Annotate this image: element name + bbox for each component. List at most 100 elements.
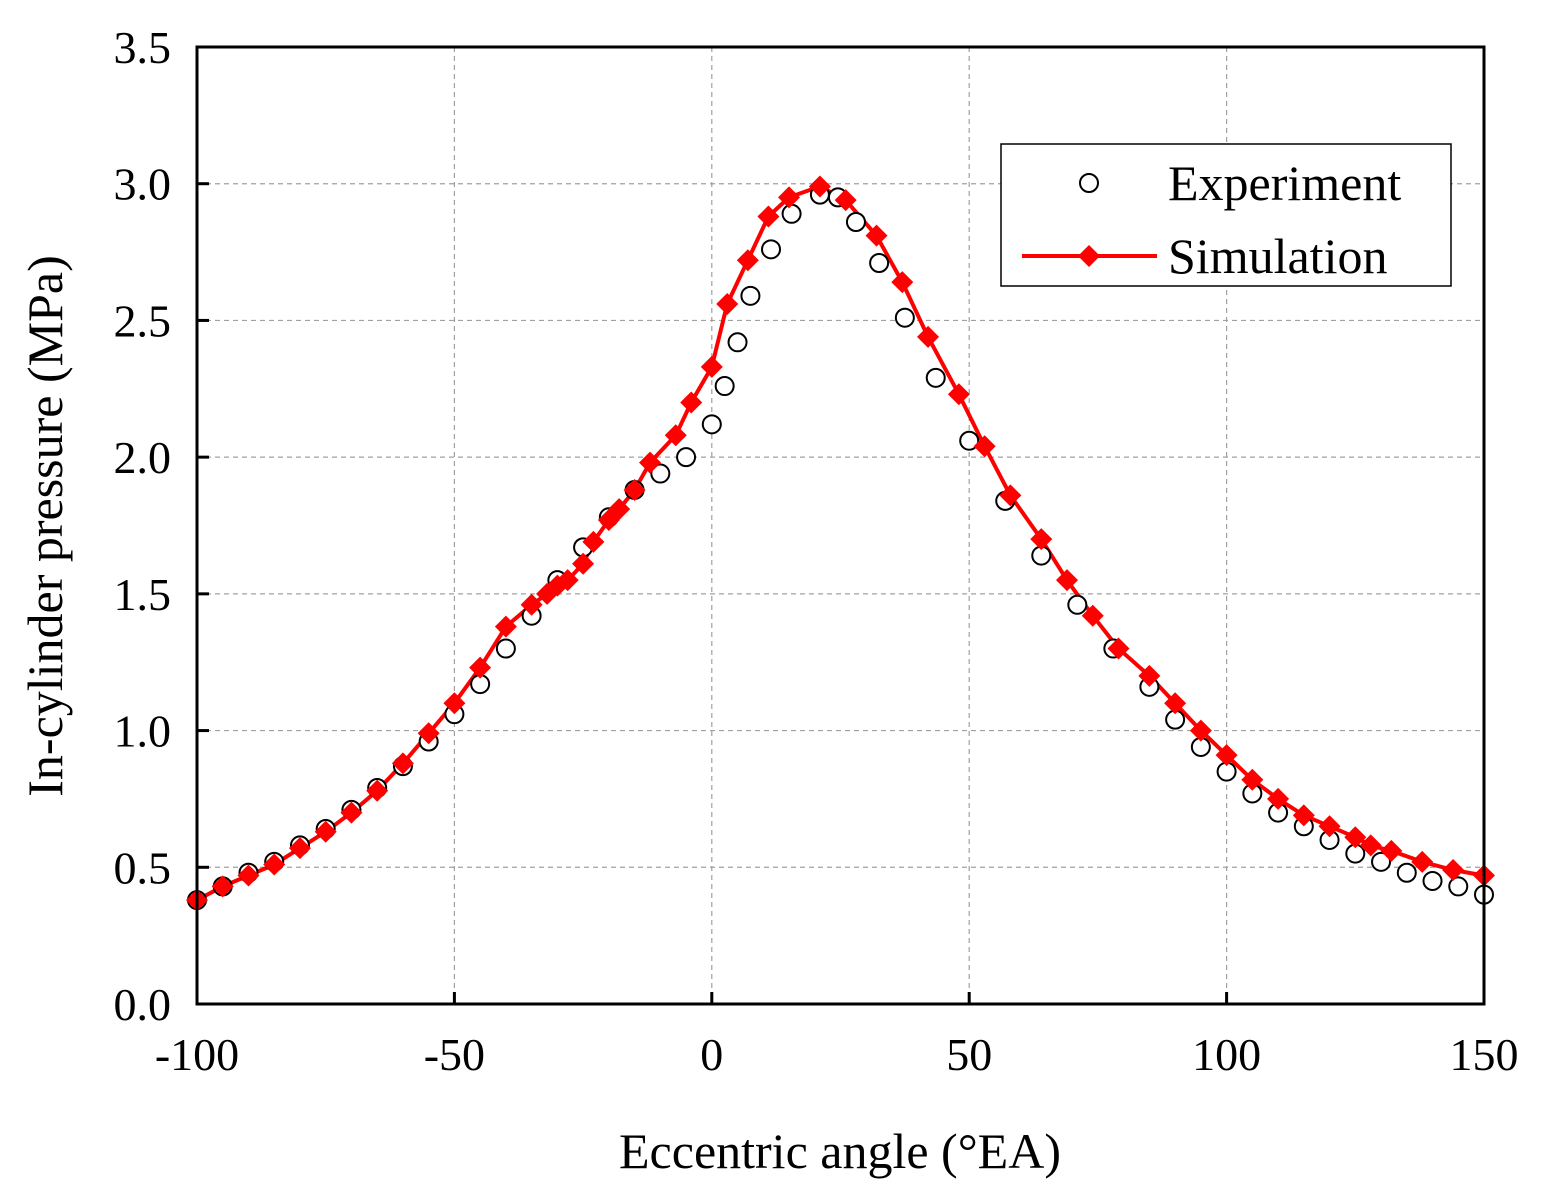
simulation-point — [1359, 834, 1382, 857]
simulation-point — [865, 224, 888, 247]
y-tick-label: 2.0 — [114, 432, 172, 483]
x-tick-label: -50 — [424, 1029, 485, 1080]
simulation-point — [556, 569, 579, 592]
simulation-point — [639, 451, 662, 474]
axis-ticks: -100 -50 0 50 100 150 0.0 0.5 1.0 1.5 2.0 2.5 3.0 3.5 — [114, 22, 1519, 1080]
simulation-point — [288, 837, 311, 860]
y-tick-label: 3.5 — [114, 22, 172, 73]
legend-simulation-marker — [1078, 245, 1100, 267]
simulation-point — [1442, 859, 1465, 882]
simulation-point — [834, 189, 857, 212]
legend-simulation-label: Simulation — [1168, 228, 1387, 284]
simulation-point — [1411, 850, 1434, 873]
simulation-point — [443, 692, 466, 715]
simulation-point — [572, 552, 595, 575]
experiment-point — [894, 307, 915, 328]
y-tick-label: 0.0 — [114, 979, 172, 1030]
simulation-point — [778, 186, 801, 209]
y-axis-title: In-cylinder pressure (MPa) — [17, 255, 73, 796]
simulation-line-layer — [196, 184, 1485, 902]
experiment-point — [1422, 870, 1443, 891]
experiment-point — [495, 638, 516, 659]
simulation-point — [1030, 528, 1053, 551]
simulation-point — [1215, 744, 1238, 767]
simulation-point — [664, 424, 687, 447]
simulation-point — [999, 484, 1022, 507]
simulation-point — [1292, 804, 1315, 827]
simulation-point — [211, 875, 234, 898]
simulation-point — [680, 391, 703, 414]
experiment-point — [650, 463, 671, 484]
simulation-point — [520, 593, 543, 616]
x-tick-label: -100 — [155, 1029, 239, 1080]
simulation-point — [1056, 569, 1079, 592]
experiment-point — [1371, 851, 1392, 872]
experiment-point — [781, 203, 802, 224]
plot-frame — [195, 45, 1486, 1006]
x-tick-label: 50 — [946, 1029, 992, 1080]
simulation-point — [417, 722, 440, 745]
simulation-point — [1081, 604, 1104, 627]
simulation-point — [340, 801, 363, 824]
experiment-point — [1396, 862, 1417, 883]
simulation-point — [808, 175, 831, 198]
simulation-point — [469, 656, 492, 679]
simulation-point — [1380, 839, 1403, 862]
x-tick-label: 100 — [1192, 1029, 1261, 1080]
simulation-markers-layer — [186, 175, 1495, 912]
simulation-point — [237, 864, 260, 887]
simulation-point — [891, 271, 914, 294]
y-tick-label: 3.0 — [114, 159, 172, 210]
simulation-point — [1344, 826, 1367, 849]
simulation-series-line — [196, 184, 1485, 902]
legend: Experiment Simulation — [1000, 143, 1452, 287]
simulation-point — [582, 530, 605, 553]
simulation-point — [494, 615, 517, 638]
experiment-points-layer — [187, 184, 1494, 911]
x-tick-label: 150 — [1450, 1029, 1519, 1080]
simulation-point — [1107, 637, 1130, 660]
simulation-point — [623, 478, 646, 501]
experiment-point — [676, 447, 697, 468]
legend-box — [1000, 143, 1452, 287]
simulation-point — [1241, 768, 1264, 791]
simulation-point — [716, 293, 739, 316]
simulation-point — [263, 853, 286, 876]
x-axis-title: Eccentric angle (°EA) — [619, 1123, 1061, 1179]
experiment-point — [869, 253, 890, 274]
experiment-point — [1448, 876, 1469, 897]
y-tick-label: 0.5 — [114, 842, 172, 893]
legend-experiment-label: Experiment — [1168, 155, 1401, 211]
simulation-point — [947, 383, 970, 406]
legend-experiment-marker — [1079, 173, 1099, 193]
simulation-point — [973, 435, 996, 458]
simulation-point — [366, 779, 389, 802]
experiment-point — [925, 367, 946, 388]
simulation-point — [1267, 787, 1290, 810]
experiment-point — [761, 239, 782, 260]
experiment-point — [727, 332, 748, 353]
simulation-point — [1189, 719, 1212, 742]
y-tick-label: 1.5 — [114, 569, 172, 620]
simulation-point — [314, 820, 337, 843]
experiment-point — [845, 211, 866, 232]
simulation-point — [700, 355, 723, 378]
x-tick-label: 0 — [700, 1029, 723, 1080]
simulation-point — [1318, 815, 1341, 838]
simulation-point — [757, 205, 780, 228]
simulation-point — [1164, 692, 1187, 715]
experiment-point — [959, 430, 980, 451]
y-tick-label: 1.0 — [114, 706, 172, 757]
experiment-point — [701, 414, 722, 435]
y-tick-label: 2.5 — [114, 295, 172, 346]
simulation-point — [391, 752, 414, 775]
experiment-point — [714, 376, 735, 397]
simulation-point — [917, 325, 940, 348]
simulation-point — [608, 498, 631, 521]
simulation-point — [1138, 664, 1161, 687]
simulation-point — [736, 249, 759, 272]
experiment-point — [740, 285, 761, 306]
experiment-point — [1067, 594, 1088, 615]
